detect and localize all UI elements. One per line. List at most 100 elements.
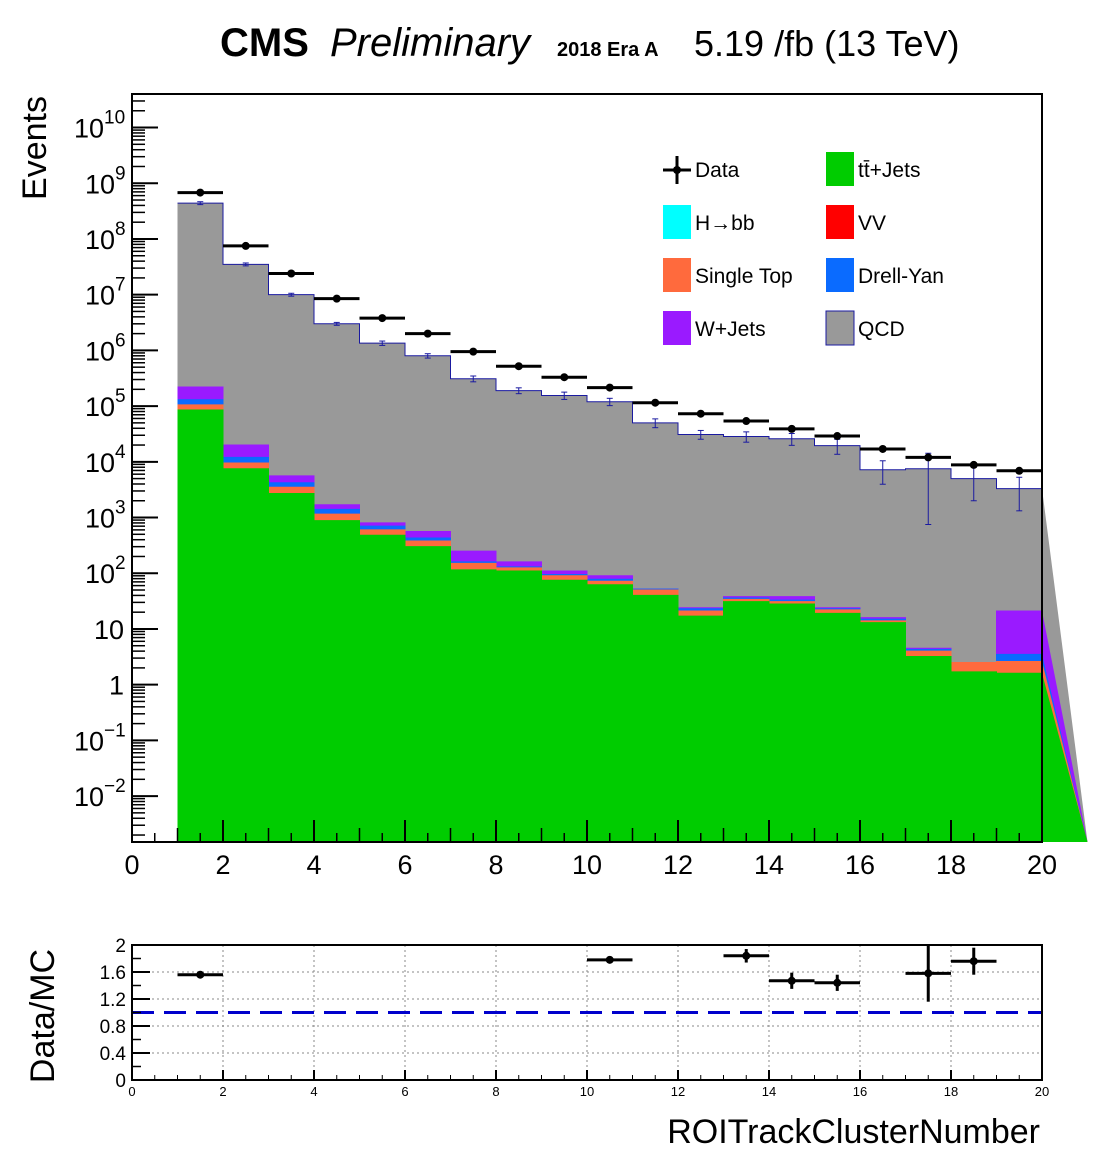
- x-tick-label-9: 18: [936, 850, 966, 880]
- legend-swatch-7: [825, 310, 855, 346]
- lumi-label: 5.19 /fb (13 TeV): [694, 23, 960, 64]
- x-tick-label-7: 14: [754, 850, 784, 880]
- ratio-point-4: [833, 978, 842, 987]
- stack-fills: [177, 202, 1088, 842]
- ratio-x-tick-label-7: 14: [762, 1084, 776, 1099]
- experiment-label: CMS: [220, 21, 309, 65]
- stack-outline-0: [177, 409, 1042, 674]
- data-point-9: [605, 383, 614, 392]
- y-tick-exponent-1: −1: [104, 720, 126, 741]
- legend-label-3: VV: [858, 212, 886, 235]
- ratio-point-6: [969, 957, 978, 966]
- x-tick-label-3: 6: [397, 850, 412, 880]
- x-axis-title: ROITrackClusterNumber: [667, 1113, 1040, 1151]
- y-tick-label-6: 10: [85, 448, 115, 478]
- data-point-13: [787, 424, 796, 433]
- legend-label-6: W+Jets: [695, 318, 766, 341]
- ratio-x-tick-label-3: 6: [401, 1084, 408, 1099]
- y-tick-exponent-9: 7: [115, 275, 126, 296]
- y-tick-exponent-11: 9: [115, 163, 126, 184]
- data-point-10: [651, 398, 660, 407]
- ratio-y-tick-label-2: 0.8: [100, 1017, 126, 1038]
- y-tick-exponent-8: 6: [115, 330, 126, 351]
- y-tick-exponent-7: 5: [115, 386, 126, 407]
- legend-label-2: H→bb: [695, 212, 755, 235]
- x-tick-label-2: 4: [306, 850, 321, 880]
- ratio-point-1: [605, 955, 614, 964]
- y-tick-label-9: 10: [85, 281, 115, 311]
- ratio-y-tick-label-0: 0: [115, 1071, 126, 1092]
- data-point-12: [742, 417, 751, 426]
- ratio-point-2: [742, 951, 751, 960]
- legend-label-4: Single Top: [695, 265, 793, 288]
- data-point-6: [469, 347, 478, 356]
- y-tick-exponent-5: 3: [115, 498, 126, 519]
- y-tick-exponent-0: −2: [104, 776, 126, 797]
- legend-swatch-1: [826, 152, 854, 186]
- ratio-point-5: [924, 969, 933, 978]
- y-tick-label-4: 10: [85, 559, 115, 589]
- ratio-y-tick-label-3: 1.2: [100, 990, 126, 1011]
- legend-marker-dot: [673, 166, 681, 174]
- x-tick-label-10: 20: [1027, 850, 1057, 880]
- era-label: 2018 Era A: [557, 39, 659, 61]
- data-point-8: [560, 373, 569, 382]
- legend-label-7: QCD: [858, 318, 905, 341]
- stack-fill-0: [177, 410, 1088, 842]
- ratio-points: [177, 945, 997, 1002]
- legend-swatch-2: [663, 205, 691, 239]
- data-point-17: [969, 460, 978, 469]
- ratio-x-tick-label-5: 10: [580, 1084, 594, 1099]
- y-tick-label-5: 10: [85, 504, 115, 534]
- legend-swatch-3: [826, 205, 854, 239]
- x-tick-label-8: 16: [845, 850, 875, 880]
- y-tick-label-0: 10: [74, 782, 104, 812]
- ratio-y-tick-label-1: 0.4: [100, 1044, 127, 1065]
- legend-label-0: Data: [695, 159, 740, 182]
- y-tick-label-2: 1: [109, 671, 124, 701]
- x-tick-label-4: 8: [488, 850, 503, 880]
- data-point-3: [332, 294, 341, 303]
- y-tick-label-10: 10: [85, 225, 115, 255]
- ratio-x-tick-label-10: 20: [1035, 1084, 1049, 1099]
- y-tick-label-11: 10: [85, 169, 115, 199]
- chart-title: CMS Preliminary 2018 Era A 5.19 /fb (13 …: [220, 21, 960, 65]
- y-tick-exponent-6: 4: [115, 442, 126, 463]
- x-tick-label-0: 0: [124, 850, 139, 880]
- y-tick-label-12: 10: [74, 114, 104, 144]
- ratio-point-3: [787, 976, 796, 985]
- ratio-x-tick-label-9: 18: [944, 1084, 958, 1099]
- y-tick-exponent-4: 2: [115, 553, 126, 574]
- data-point-1: [241, 241, 250, 250]
- ratio-x-tick-label-2: 4: [310, 1084, 317, 1099]
- ratio-x-tick-label-0: 0: [128, 1084, 135, 1099]
- ratio-grid: [132, 945, 1042, 1080]
- data-point-7: [514, 362, 523, 371]
- data-point-15: [878, 444, 887, 453]
- legend-swatch-5: [826, 258, 854, 292]
- stack-outline-2: [177, 399, 1042, 664]
- ratio-x-tick-label-8: 16: [853, 1084, 867, 1099]
- data-point-5: [423, 329, 432, 338]
- x-tick-label-5: 10: [572, 850, 602, 880]
- legend: Data tt̄+Jets H→bb VV Single Top Drell-Yan W+J…: [663, 152, 944, 346]
- ratio-x-tick-label-1: 2: [219, 1084, 226, 1099]
- y-tick-exponent-12: 10: [104, 108, 125, 129]
- data-point-16: [924, 453, 933, 462]
- ratio-x-tick-label-6: 12: [671, 1084, 685, 1099]
- ratio-y-axis-title: Data/MC: [24, 949, 62, 1083]
- mc-error-bars: [197, 201, 1023, 525]
- y-tick-label-8: 10: [85, 336, 115, 366]
- data-points: [177, 188, 1042, 475]
- legend-swatch-4: [663, 258, 691, 292]
- legend-label-5: Drell-Yan: [858, 265, 944, 288]
- ratio-y-tick-label-5: 2: [115, 936, 126, 957]
- ratio-y-tick-label-4: 1.6: [100, 963, 126, 984]
- ratio-axis-ticks: 0 2 4 6 8 10 12 14 16 18 20 0 0.4 0.8 1.2 1.6 2: [100, 936, 1050, 1099]
- y-axis-title: Events: [16, 96, 54, 200]
- data-point-11: [696, 409, 705, 418]
- data-point-18: [1015, 466, 1024, 475]
